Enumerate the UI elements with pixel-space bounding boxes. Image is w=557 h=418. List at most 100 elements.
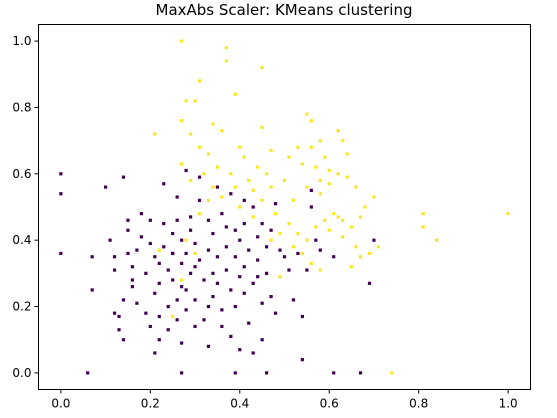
cluster-0-point	[260, 338, 264, 342]
cluster-0-point	[256, 275, 260, 279]
cluster-0-point	[282, 255, 287, 259]
cluster-0-point	[224, 268, 228, 272]
cluster-1-point	[184, 99, 188, 103]
cluster-0-point	[112, 255, 117, 259]
cluster-1-point	[332, 212, 336, 216]
cluster-1-point	[421, 212, 425, 216]
cluster-0-point	[278, 248, 282, 252]
cluster-1-point	[390, 371, 394, 375]
cluster-0-point	[175, 318, 179, 322]
cluster-1-point	[233, 92, 237, 96]
cluster-1-point	[260, 198, 264, 202]
cluster-1-point	[314, 225, 318, 229]
cluster-1-point	[309, 145, 313, 149]
cluster-0-point	[233, 304, 237, 309]
cluster-0-point	[166, 328, 170, 332]
cluster-1-point	[309, 119, 313, 123]
cluster-0-point	[117, 314, 121, 319]
x-axis: 0.0 0.2 0.4 0.6 0.8 1.0	[51, 389, 518, 411]
cluster-0-point	[180, 238, 184, 242]
data-points	[59, 39, 510, 375]
cluster-0-point	[86, 371, 90, 375]
cluster-1-point	[314, 165, 318, 169]
cluster-0-point	[296, 251, 300, 256]
cluster-1-point	[291, 198, 296, 202]
cluster-0-point	[215, 281, 220, 285]
cluster-0-point	[238, 348, 242, 352]
cluster-1-point	[269, 238, 273, 242]
cluster-0-point	[153, 291, 157, 295]
cluster-1-point	[224, 59, 228, 63]
cluster-1-point	[238, 205, 242, 209]
cluster-1-point	[193, 251, 197, 256]
cluster-1-point	[202, 172, 206, 176]
cluster-1-point	[153, 132, 157, 136]
cluster-0-point	[157, 314, 161, 319]
cluster-0-point	[135, 301, 139, 305]
cluster-0-point	[229, 288, 233, 292]
cluster-0-point	[130, 278, 135, 282]
cluster-0-point	[139, 212, 143, 216]
cluster-0-point	[90, 255, 94, 259]
cluster-1-point	[193, 99, 197, 103]
cluster-1-point	[220, 195, 224, 199]
cluster-0-point	[197, 258, 202, 262]
cluster-0-point	[251, 351, 255, 355]
cluster-0-point	[233, 255, 237, 259]
cluster-1-point	[251, 215, 255, 219]
cluster-0-point	[211, 231, 215, 236]
cluster-0-point	[215, 255, 220, 259]
cluster-0-point	[130, 285, 135, 289]
cluster-1-point	[309, 261, 313, 266]
cluster-0-point	[215, 185, 220, 189]
cluster-0-point	[251, 205, 255, 209]
cluster-0-point	[269, 294, 273, 299]
cluster-0-point	[233, 371, 237, 375]
cluster-0-point	[309, 188, 313, 193]
cluster-0-point	[112, 268, 117, 272]
cluster-0-point	[273, 311, 278, 315]
cluster-1-point	[305, 112, 309, 116]
cluster-1-point	[367, 251, 372, 256]
cluster-1-point	[318, 178, 322, 183]
cluster-0-point	[265, 245, 269, 249]
cluster-0-point	[180, 341, 184, 345]
chart-title: MaxAbs Scaler: KMeans clustering	[156, 1, 413, 19]
cluster-1-point	[282, 178, 287, 183]
cluster-0-point	[184, 308, 188, 312]
cluster-1-point	[211, 185, 215, 189]
cluster-1-point	[233, 185, 237, 189]
cluster-0-point	[121, 298, 126, 302]
cluster-0-point	[184, 251, 188, 256]
cluster-1-point	[345, 152, 349, 156]
cluster-1-point	[296, 231, 300, 236]
y-tick-label: 0.0	[12, 366, 31, 380]
plot-area-frame	[38, 24, 531, 390]
cluster-1-point	[180, 162, 184, 166]
cluster-1-point	[327, 228, 331, 232]
cluster-0-point	[269, 228, 273, 232]
cluster-1-point	[180, 39, 184, 43]
cluster-0-point	[309, 205, 313, 209]
cluster-1-point	[269, 185, 273, 189]
cluster-1-point	[157, 248, 161, 252]
x-tick-label: 0.8	[409, 397, 428, 411]
cluster-0-point	[273, 202, 278, 206]
cluster-0-point	[193, 298, 197, 302]
cluster-0-point	[367, 281, 372, 285]
cluster-0-point	[144, 311, 148, 315]
cluster-0-point	[314, 238, 318, 242]
cluster-1-point	[180, 278, 184, 282]
cluster-1-point	[341, 139, 345, 143]
cluster-0-point	[171, 231, 175, 236]
cluster-0-point	[202, 278, 206, 282]
x-tick-label: 0.0	[51, 397, 70, 411]
cluster-0-point	[224, 225, 228, 229]
cluster-1-point	[291, 245, 296, 249]
cluster-0-point	[300, 314, 304, 319]
cluster-0-point	[229, 192, 233, 196]
cluster-0-point	[166, 304, 170, 309]
cluster-1-point	[341, 235, 345, 239]
cluster-1-point	[354, 245, 358, 249]
